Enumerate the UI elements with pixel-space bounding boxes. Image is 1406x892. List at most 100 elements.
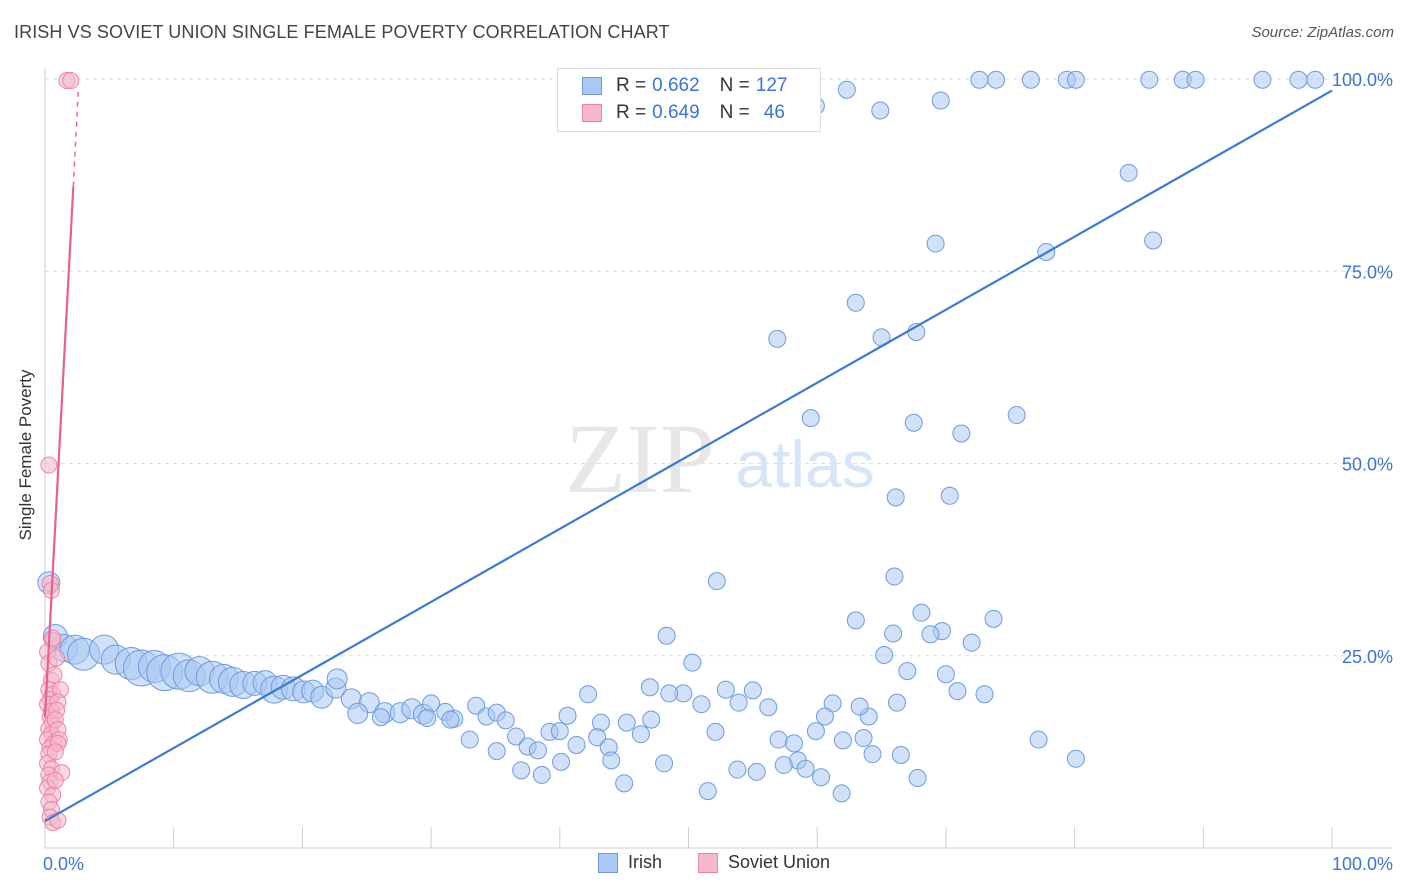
irish-point (863, 745, 882, 764)
irish-point (1066, 749, 1085, 768)
irish-n-value: 127 (755, 75, 788, 96)
irish-point (617, 713, 636, 732)
irish-point (975, 685, 994, 704)
irish-point (854, 729, 873, 748)
irish-point (707, 572, 726, 591)
x-tick-label-1: 100.0% (1332, 854, 1393, 874)
irish-point (698, 782, 717, 801)
irish-point (579, 685, 598, 704)
irish-point (615, 774, 634, 793)
irish-point (846, 293, 865, 312)
y-axis-label: Single Female Poverty (16, 369, 35, 541)
irish-point (875, 645, 894, 664)
irish-point (1119, 163, 1138, 182)
soviet-n-value: 46 (763, 102, 785, 123)
irish-point (940, 486, 959, 505)
soviet-r-value: 0.649 (652, 102, 700, 123)
irish-point (815, 707, 834, 726)
bottom-irish-swatch (598, 852, 618, 873)
irish-point (1021, 70, 1040, 89)
irish-point (948, 682, 967, 701)
irish-point (806, 722, 825, 741)
soviet-point (40, 456, 58, 474)
irish-point (891, 745, 910, 764)
irish-point (347, 702, 369, 724)
irish-point (936, 665, 955, 684)
irish-point (507, 727, 526, 746)
irish-point (837, 80, 856, 99)
bottom-legend-soviet: Soviet Union (698, 852, 830, 873)
irish-point (558, 706, 577, 725)
irish-point (769, 730, 788, 749)
irish-point (1140, 70, 1159, 89)
irish-point (833, 731, 852, 750)
bottom-soviet-swatch (698, 852, 718, 873)
irish-point (588, 728, 607, 747)
irish-point (496, 711, 515, 730)
irish-trendline (44, 89, 1333, 823)
irish-point (706, 722, 725, 741)
irish-point (962, 633, 981, 652)
irish-point (602, 751, 621, 770)
irish-point (371, 708, 390, 727)
legend-row-soviet: R = 0.649 N = 46 (582, 101, 785, 125)
irish-point (832, 784, 851, 803)
watermark-zip: ZIP (565, 403, 715, 514)
chart-title: IRISH VS SOVIET UNION SINGLE FEMALE POVE… (14, 22, 670, 42)
irish-r-label: R = (616, 75, 647, 96)
irish-point (984, 609, 1003, 628)
irish-point (921, 625, 940, 644)
irish-point (528, 741, 547, 760)
bottom-legend-irish: Irish (598, 852, 662, 873)
irish-point (796, 759, 815, 778)
irish-point (655, 754, 674, 773)
soviet-r-label: R = (616, 102, 647, 123)
irish-point (1306, 70, 1325, 89)
soviet-trendline-extension (72, 86, 80, 187)
irish-point (1186, 70, 1205, 89)
watermark-atlas: atlas (735, 427, 874, 501)
irish-point (441, 710, 460, 729)
irish-point (887, 693, 906, 712)
irish-point (743, 681, 762, 700)
irish-point (657, 626, 676, 645)
irish-point (871, 101, 890, 120)
irish-point (683, 653, 702, 672)
soviet-point (46, 743, 64, 761)
irish-point (487, 742, 506, 761)
bottom-irish-label: Irish (628, 852, 663, 872)
soviet-point (46, 771, 64, 789)
x-tick-label-0: 0.0% (43, 854, 84, 874)
irish-point (418, 709, 437, 728)
irish-point (660, 684, 679, 703)
irish-point (716, 680, 735, 699)
irish-point (642, 710, 661, 729)
irish-point (1066, 70, 1085, 89)
y-tick-label-0: 25.0% (1342, 647, 1393, 667)
irish-point (759, 698, 778, 717)
irish-point (884, 624, 903, 643)
irish-point (952, 424, 971, 443)
irish-point (987, 70, 1006, 89)
soviet-trendline (43, 186, 75, 718)
irish-point (774, 755, 793, 774)
irish-point (552, 752, 571, 771)
soviet-point (62, 72, 80, 90)
irish-point (460, 730, 479, 749)
irish-point (640, 678, 659, 697)
irish-point (692, 695, 711, 714)
irish-point (567, 735, 586, 754)
irish-point (631, 725, 650, 744)
irish-point (801, 409, 820, 428)
irish-point (747, 762, 766, 781)
irish-point (768, 329, 787, 348)
source-credit: Source: ZipAtlas.com (1251, 24, 1394, 41)
irish-point (1029, 730, 1048, 749)
irish-point (970, 70, 989, 89)
y-tick-label-1: 50.0% (1342, 455, 1393, 475)
irish-point (532, 765, 551, 784)
bottom-soviet-label: Soviet Union (728, 852, 831, 872)
irish-point (729, 693, 748, 712)
irish-n-label: N = (719, 75, 750, 96)
